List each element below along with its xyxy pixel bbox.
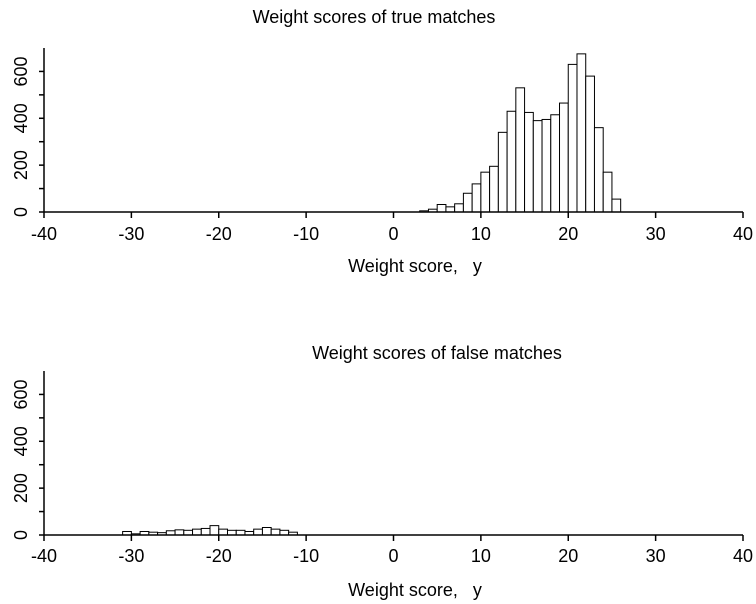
y-tick-label: 0 (11, 530, 31, 540)
histogram-bar (174, 529, 185, 536)
histogram-bar (445, 206, 456, 213)
y-axis: 0 200 400 600 (11, 371, 45, 540)
histogram-bar (489, 165, 499, 213)
histogram-bar (436, 204, 447, 213)
histogram-bar (462, 192, 473, 213)
histogram-bar (200, 527, 211, 536)
x-tick-label: 30 (646, 224, 666, 244)
histogram-bars (122, 525, 298, 536)
true-matches-histogram: Weight scores of true matches 0200400600… (11, 7, 753, 276)
histogram-bar (585, 75, 595, 213)
x-axis-label: Weight score, y (348, 256, 482, 276)
chart-title: Weight scores of true matches (253, 7, 496, 27)
histogram-bar (550, 114, 561, 213)
x-tick-label: -10 (293, 224, 319, 244)
y-tick-label: 400 (11, 426, 31, 456)
histogram-bar (567, 63, 578, 213)
histogram-bar (532, 120, 543, 213)
y-tick-label: 0 (11, 207, 31, 217)
x-axis-label: Weight score, y (348, 580, 482, 600)
histogram-bar (261, 527, 272, 536)
histogram-bar (270, 528, 281, 536)
histogram-bars (419, 53, 622, 213)
x-tick-label: -20 (206, 546, 232, 566)
histogram-bar (497, 131, 508, 213)
histogram-bar (559, 102, 569, 213)
histogram-bar (480, 171, 491, 213)
y-tick-label: 200 (11, 473, 31, 503)
histogram-bar (515, 87, 526, 213)
histogram-bar (541, 118, 552, 213)
x-tick-label: 10 (471, 224, 491, 244)
histogram-bar (593, 127, 604, 213)
histogram-bar (253, 528, 263, 536)
x-tick-label: -40 (31, 546, 57, 566)
x-axis: -40 -30 -20 -10 0 10 20 30 40 (31, 211, 753, 244)
x-axis: -40 -30 -20 -10 0 10 20 30 40 (31, 534, 753, 566)
histogram-bar (192, 528, 202, 536)
x-tick-label: -10 (293, 546, 319, 566)
y-tick-label: 200 (11, 150, 31, 180)
x-tick-label: 40 (733, 224, 753, 244)
x-tick-label: -30 (118, 546, 144, 566)
false-matches-histogram: Weight scores of false matches 020040060… (11, 343, 753, 600)
y-tick-label: 400 (11, 103, 31, 133)
histogram-bar (471, 183, 482, 213)
histogram-bar (506, 110, 517, 213)
chart-title: Weight scores of false matches (312, 343, 562, 363)
x-tick-label: -40 (31, 224, 57, 244)
x-tick-label: -30 (118, 224, 144, 244)
x-tick-label: 10 (471, 546, 491, 566)
x-tick-label: 30 (646, 546, 666, 566)
x-tick-label: 0 (388, 224, 398, 244)
x-tick-label: 20 (558, 224, 578, 244)
y-tick-label: 600 (11, 379, 31, 409)
x-tick-label: -20 (206, 224, 232, 244)
y-tick-label: 600 (11, 56, 31, 86)
histogram-bar (218, 528, 228, 536)
histogram-bar (576, 53, 587, 213)
histogram-bar (454, 203, 464, 213)
x-tick-label: 40 (733, 546, 753, 566)
histogram-bar (209, 525, 220, 536)
y-axis: 0 200 400 600 (11, 48, 45, 217)
x-tick-label: 0 (388, 546, 398, 566)
histogram-bar (611, 198, 622, 213)
histogram-bar (602, 171, 613, 213)
x-tick-label: 20 (558, 546, 578, 566)
histogram-bar (524, 111, 534, 213)
